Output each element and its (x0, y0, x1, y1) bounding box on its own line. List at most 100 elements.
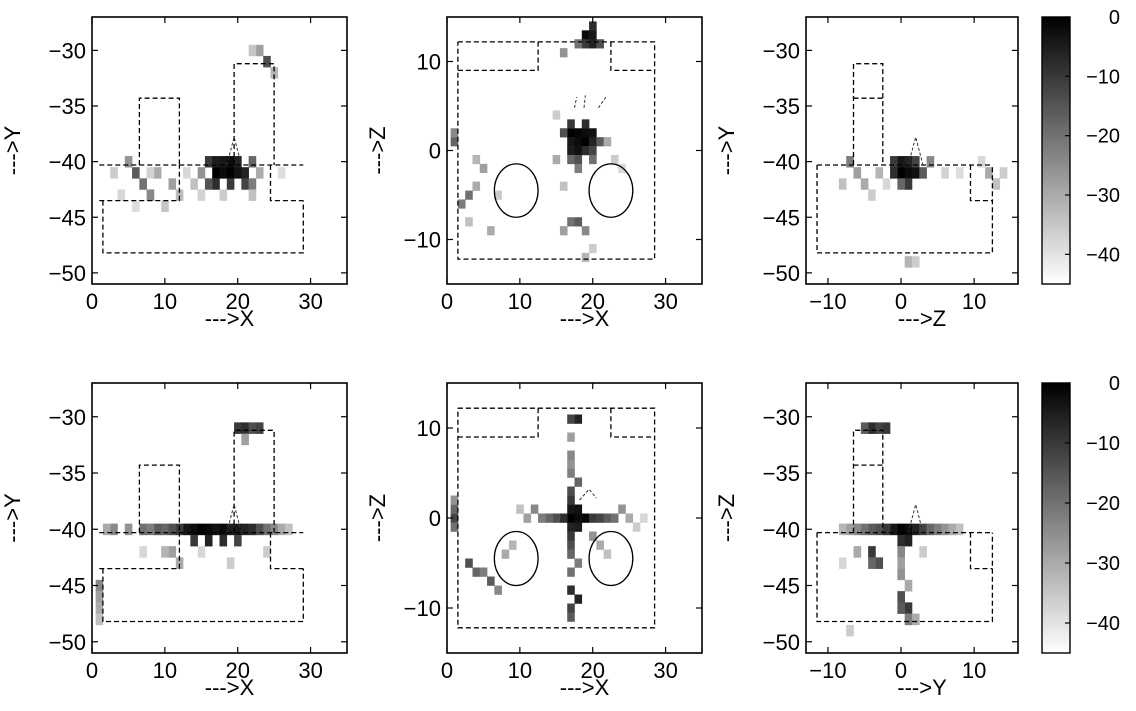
x-axis-label: --->X (205, 306, 255, 331)
x-axis-label: --->Y (897, 675, 947, 700)
heatmap-cell (487, 576, 495, 586)
heatmap-cell (912, 523, 920, 536)
heatmap-cell (197, 167, 206, 179)
heatmap-cell (955, 523, 964, 536)
colorbar-1: 0 −10 −20 −30 −40 (1041, 7, 1120, 285)
heatmap-cell (146, 523, 155, 536)
heatmap-cell (640, 513, 648, 523)
y-tick-label: −30 (763, 405, 800, 430)
heatmap-cell (589, 30, 597, 40)
heatmap-cell (248, 422, 257, 434)
heatmap-cell (589, 513, 597, 523)
heatmap-cell (248, 523, 257, 536)
heatmap-cell (860, 178, 869, 190)
heatmap-cell (204, 523, 213, 536)
heatmap-cell (567, 495, 575, 505)
geometry-marker (579, 488, 597, 501)
heatmap-cell (977, 156, 986, 168)
heatmap-cell (581, 30, 590, 40)
colorbar-tick-label: −40 (1086, 613, 1120, 635)
x-tick-label: 0 (86, 658, 98, 683)
y-tick-label: −10 (404, 596, 441, 621)
heatmap-cell (985, 167, 993, 179)
y-axis-label: --->Z (714, 494, 739, 542)
heatmap-cell (153, 523, 162, 536)
heatmap-cell (574, 39, 583, 49)
heatmap-cell (897, 178, 905, 190)
geometry-outline (138, 97, 181, 165)
heatmap-cell (465, 217, 473, 227)
heatmap-cell (897, 523, 905, 536)
heatmap-cell (868, 546, 876, 558)
heatmap-cell (589, 21, 597, 31)
x-axis-label: --->Z (898, 306, 946, 331)
heatmap-cell (581, 146, 590, 156)
heatmap-cell (610, 513, 619, 523)
heatmap-cell (110, 523, 118, 536)
heatmap-cell (955, 167, 964, 179)
heatmap-cell (285, 523, 293, 536)
heatmap-cell (212, 178, 220, 190)
y-tick-label: −40 (763, 517, 800, 542)
y-tick-label: −50 (49, 261, 86, 286)
x-tick-label: 20 (225, 658, 249, 683)
heatmap-cell (234, 156, 242, 168)
heatmap-cell (574, 146, 583, 156)
y-tick-label: 0 (429, 139, 441, 164)
heatmap-cell (919, 546, 927, 558)
geometry-outline (138, 464, 181, 533)
y-axis-label: --->Z (365, 126, 390, 174)
geometry-circle (588, 530, 634, 587)
heatmap-cell (596, 39, 604, 49)
heatmap-cell (853, 523, 862, 536)
heatmap-cell (596, 513, 604, 523)
heatmap-cell (574, 128, 583, 138)
heatmap-cell (853, 546, 862, 558)
heatmap-cell (479, 567, 488, 577)
geometry-outline (269, 532, 304, 570)
heatmap-cell (241, 422, 249, 434)
heatmap-cell (904, 534, 913, 547)
heatmap-cell (589, 137, 597, 147)
heatmap-cell (912, 256, 920, 268)
y-tick-label: −40 (763, 150, 800, 175)
y-tick-label: 10 (417, 50, 441, 75)
heatmap-cell (263, 523, 271, 536)
heatmap-cell (212, 167, 220, 179)
y-tick-label: −50 (763, 261, 800, 286)
heatmap-cell (124, 523, 133, 536)
geometry-outline (99, 532, 181, 570)
geometry-outline (457, 408, 539, 438)
heatmap-cell (904, 579, 913, 592)
panel-6: −10 0 10 −30 −35 −40 −45 −50 --->Y --->Z (714, 382, 1019, 700)
heatmap-cell (494, 585, 502, 595)
heatmap-cell (904, 613, 913, 626)
heatmap-cell (263, 546, 271, 558)
panel-frame (91, 382, 348, 654)
heatmap-cell (530, 504, 539, 514)
heatmap-cell (567, 540, 575, 550)
heatmap-cell (552, 154, 561, 165)
y-tick-label: −45 (763, 205, 800, 230)
x-tick-label: 30 (298, 289, 322, 314)
heatmap-cell (567, 119, 575, 129)
heatmap-cell (581, 39, 590, 49)
panel-2-plot-area (450, 21, 656, 263)
y-tick-label: −40 (49, 517, 86, 542)
geometry-outline (816, 165, 994, 254)
x-tick-label: −10 (809, 289, 846, 314)
panel-frame (805, 382, 1019, 654)
heatmap-cell (589, 146, 597, 156)
heatmap-cell (190, 178, 198, 190)
geometry-outline (852, 429, 884, 533)
x-tick-label: 0 (441, 658, 453, 683)
heatmap-cell (882, 178, 891, 190)
heatmap-cell (472, 154, 481, 165)
panel-3-plot-area (816, 63, 1008, 268)
heatmap-cell (117, 189, 126, 201)
colorbar-tick-label: 0 (1109, 7, 1120, 29)
heatmap-cell (838, 557, 847, 569)
heatmap-cell (589, 243, 597, 254)
heatmap-cell (567, 154, 575, 165)
heatmap-cell (589, 39, 597, 49)
